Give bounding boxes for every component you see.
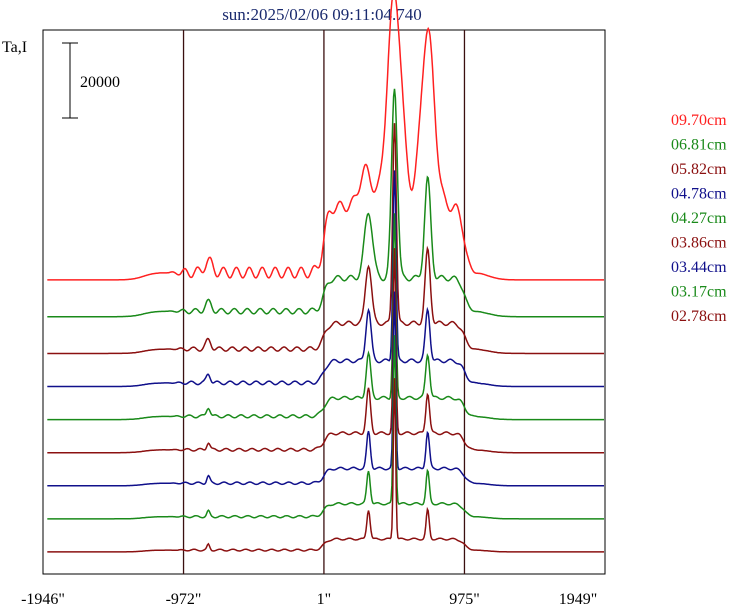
- legend-entry: 05.82cm: [671, 161, 727, 178]
- legend-entry: 04.78cm: [671, 186, 727, 203]
- x-tick-label: -1946": [21, 591, 65, 608]
- x-tick-label: 1": [317, 591, 332, 608]
- x-tick-labels: -1946" -972" 1" 975" 1949": [21, 591, 597, 608]
- series-line-03.44cm: [47, 291, 604, 487]
- series-line-05.82cm: [47, 123, 604, 355]
- chart-title: sun:2025/02/06 09:11:04.740: [222, 5, 422, 24]
- legend-entry: 03.17cm: [671, 284, 727, 301]
- series-line-09.70cm: [47, 0, 604, 281]
- x-tick-label: 1949": [559, 591, 598, 608]
- legend-entry: 04.27cm: [671, 210, 727, 227]
- scale-bar: 20000: [62, 42, 120, 119]
- series-line-03.86cm: [47, 248, 604, 454]
- scale-bar-label: 20000: [80, 74, 120, 91]
- series-line-02.78cm: [47, 378, 604, 553]
- series-line-04.78cm: [47, 170, 604, 388]
- legend-entry: 03.44cm: [671, 259, 727, 276]
- legend-entry: 03.86cm: [671, 235, 727, 252]
- traces: [47, 0, 604, 553]
- x-tick-label: 975": [449, 591, 480, 608]
- y-axis-label: Ta,I: [2, 39, 27, 56]
- vertical-markers: [182, 30, 466, 574]
- x-tick-label: -972": [166, 591, 202, 608]
- legend-entry: 06.81cm: [671, 137, 727, 154]
- series-line-04.27cm: [47, 213, 604, 421]
- legend-entry: 09.70cm: [671, 112, 727, 129]
- series-line-06.81cm: [47, 88, 604, 318]
- series-line-03.17cm: [47, 335, 604, 520]
- legend: 09.70cm 06.81cm 05.82cm 04.78cm 04.27cm 03.86…: [671, 112, 727, 325]
- legend-entry: 02.78cm: [671, 308, 727, 325]
